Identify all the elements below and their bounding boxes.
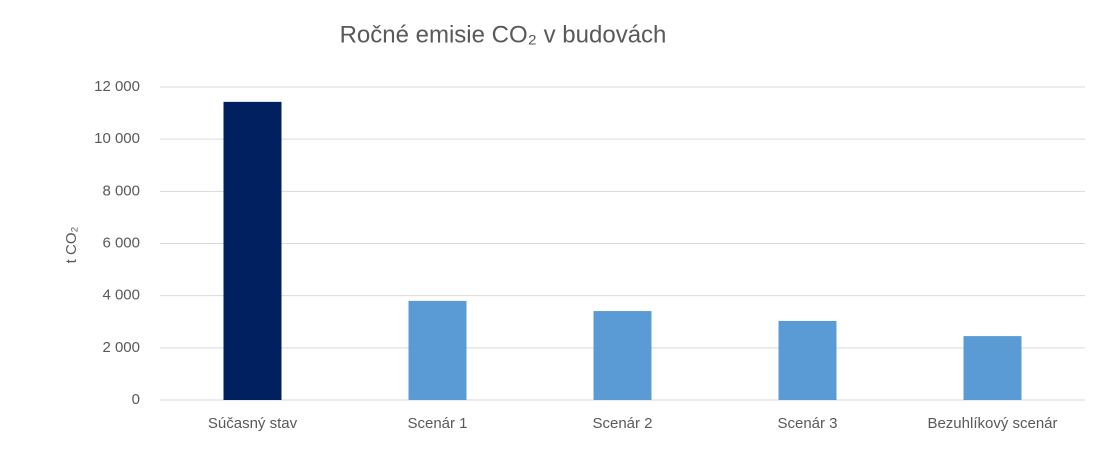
bar — [593, 311, 652, 400]
x-tick-label: Scenár 3 — [777, 415, 837, 432]
x-tick-label: Súčasný stav — [208, 415, 298, 432]
y-tick-label: 8 000 — [102, 182, 140, 199]
y-tick-label: 0 — [132, 391, 140, 408]
chart-title: Ročné emisie CO₂ v budovách — [340, 21, 667, 48]
bar — [963, 336, 1022, 400]
bar — [223, 101, 282, 401]
x-tick-label: Bezuhlíkový scenár — [927, 415, 1057, 432]
x-tick-label: Scenár 1 — [407, 415, 467, 432]
y-tick-label: 10 000 — [94, 130, 140, 147]
y-tick-label: 12 000 — [94, 78, 140, 95]
y-axis-label: t CO₂ — [63, 227, 80, 264]
bar — [408, 300, 467, 400]
bar — [778, 320, 837, 400]
x-tick-label: Scenár 2 — [592, 415, 652, 432]
y-tick-label: 2 000 — [102, 339, 140, 356]
y-tick-label: 6 000 — [102, 234, 140, 251]
y-tick-label: 4 000 — [102, 287, 140, 304]
